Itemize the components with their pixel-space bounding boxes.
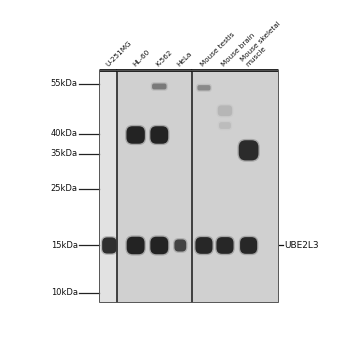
FancyBboxPatch shape [237, 139, 260, 162]
FancyBboxPatch shape [197, 85, 211, 91]
FancyBboxPatch shape [239, 236, 258, 255]
FancyBboxPatch shape [216, 104, 234, 118]
Text: Mouse testis: Mouse testis [200, 31, 236, 68]
FancyBboxPatch shape [218, 121, 232, 130]
FancyBboxPatch shape [239, 140, 258, 160]
Bar [99, 70, 278, 302]
Text: 15kDa: 15kDa [51, 241, 78, 250]
Bar [99, 70, 117, 302]
FancyBboxPatch shape [151, 126, 168, 144]
Text: 40kDa: 40kDa [51, 129, 78, 138]
FancyBboxPatch shape [149, 125, 170, 145]
FancyBboxPatch shape [194, 236, 214, 255]
FancyBboxPatch shape [196, 84, 212, 92]
FancyBboxPatch shape [101, 236, 118, 255]
FancyBboxPatch shape [195, 237, 213, 254]
FancyBboxPatch shape [125, 125, 146, 145]
FancyBboxPatch shape [218, 105, 232, 116]
Text: 55kDa: 55kDa [51, 79, 78, 88]
Text: Mouse brain: Mouse brain [221, 32, 256, 68]
FancyBboxPatch shape [240, 237, 257, 254]
FancyBboxPatch shape [149, 235, 170, 256]
FancyBboxPatch shape [219, 122, 231, 129]
FancyBboxPatch shape [125, 235, 146, 256]
Text: 25kDa: 25kDa [51, 184, 78, 194]
FancyBboxPatch shape [152, 84, 166, 90]
Text: 35kDa: 35kDa [51, 149, 78, 158]
FancyBboxPatch shape [215, 236, 235, 255]
Text: 10kDa: 10kDa [51, 288, 78, 297]
Text: HeLa: HeLa [176, 50, 193, 68]
Text: HL-60: HL-60 [132, 48, 151, 68]
FancyBboxPatch shape [127, 237, 144, 254]
Text: K-562: K-562 [155, 49, 174, 68]
FancyBboxPatch shape [102, 237, 117, 253]
FancyBboxPatch shape [151, 82, 168, 91]
Bar [117, 70, 278, 302]
FancyBboxPatch shape [174, 239, 186, 252]
FancyBboxPatch shape [151, 237, 168, 254]
FancyBboxPatch shape [173, 238, 187, 253]
Text: U-251MG: U-251MG [105, 40, 133, 68]
Bar [99, 70, 278, 302]
FancyBboxPatch shape [126, 126, 145, 144]
FancyBboxPatch shape [216, 237, 234, 254]
Text: UBE2L3: UBE2L3 [284, 241, 319, 250]
Text: Mouse skeletal
muscle: Mouse skeletal muscle [239, 20, 286, 68]
